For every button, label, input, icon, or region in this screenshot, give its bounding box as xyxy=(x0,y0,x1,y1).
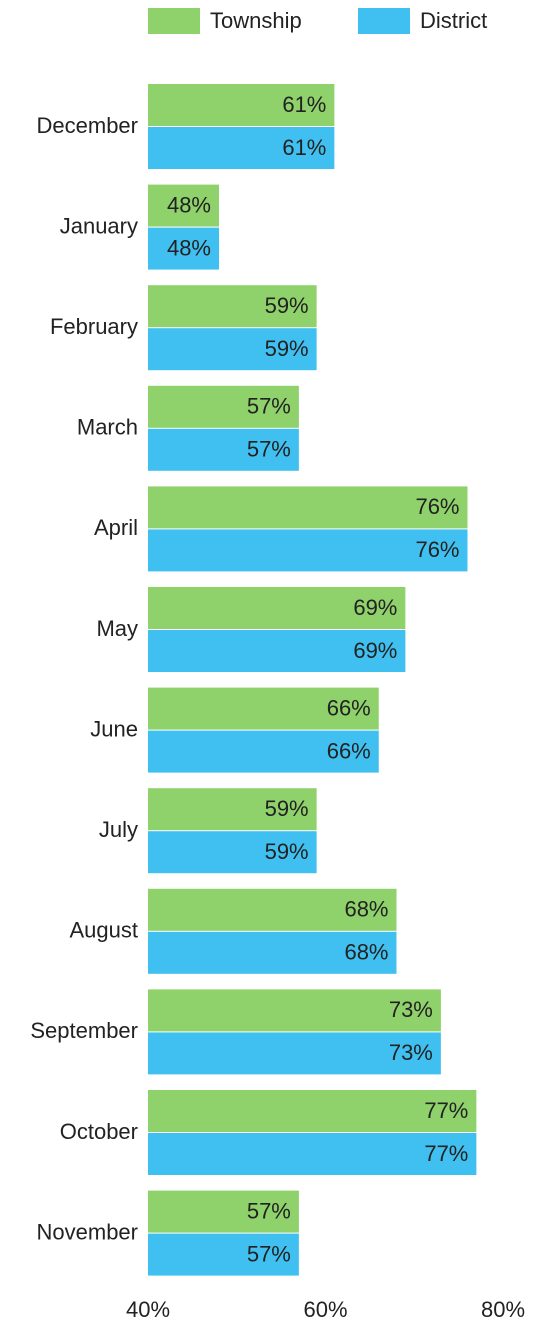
value-label: 57% xyxy=(247,437,291,462)
y-tick-label: May xyxy=(96,616,138,641)
y-tick-label: February xyxy=(50,314,138,339)
y-tick-label: December xyxy=(37,113,138,138)
bar xyxy=(148,486,468,529)
bar xyxy=(148,385,299,428)
value-label: 61% xyxy=(282,135,326,160)
bar xyxy=(148,529,468,572)
value-label: 57% xyxy=(247,1198,291,1223)
value-label: 59% xyxy=(265,839,309,864)
y-tick-label: March xyxy=(77,415,138,440)
value-label: 68% xyxy=(344,940,388,965)
value-label: 73% xyxy=(389,997,433,1022)
y-tick-label: July xyxy=(99,817,138,842)
x-tick-label: 60% xyxy=(303,1297,347,1322)
value-label: 59% xyxy=(265,796,309,821)
value-label: 59% xyxy=(265,336,309,361)
legend-swatch xyxy=(148,8,200,34)
value-label: 69% xyxy=(353,595,397,620)
bar xyxy=(148,285,317,328)
value-label: 48% xyxy=(167,235,211,260)
value-label: 66% xyxy=(327,738,371,763)
value-label: 66% xyxy=(327,695,371,720)
value-label: 68% xyxy=(344,897,388,922)
y-tick-label: September xyxy=(30,1018,138,1043)
value-label: 57% xyxy=(247,1241,291,1266)
legend-label: Township xyxy=(210,8,302,33)
x-tick-label: 80% xyxy=(481,1297,525,1322)
bar xyxy=(148,1190,299,1233)
y-tick-label: April xyxy=(94,515,138,540)
bar xyxy=(148,127,335,169)
bar xyxy=(148,1133,477,1175)
bar xyxy=(148,1090,477,1132)
bar xyxy=(148,587,406,629)
y-tick-label: June xyxy=(90,716,138,741)
bar xyxy=(148,831,317,874)
value-label: 61% xyxy=(282,92,326,117)
value-label: 73% xyxy=(389,1040,433,1065)
bar xyxy=(148,227,219,270)
bar xyxy=(148,730,379,773)
bar xyxy=(148,428,299,471)
value-label: 76% xyxy=(415,537,459,562)
bar xyxy=(148,328,317,371)
x-tick-label: 40% xyxy=(126,1297,170,1322)
bar xyxy=(148,788,317,831)
legend-swatch xyxy=(358,8,410,34)
value-label: 57% xyxy=(247,394,291,419)
bar xyxy=(148,84,335,126)
bar xyxy=(148,989,441,1032)
value-label: 77% xyxy=(424,1098,468,1123)
bar xyxy=(148,1233,299,1276)
value-label: 48% xyxy=(167,192,211,217)
bar xyxy=(148,184,219,227)
value-label: 59% xyxy=(265,293,309,318)
y-tick-label: January xyxy=(60,213,138,238)
y-tick-label: October xyxy=(60,1119,138,1144)
value-label: 76% xyxy=(415,494,459,519)
bar xyxy=(148,630,406,672)
bar xyxy=(148,931,397,974)
bar xyxy=(148,687,379,730)
bar xyxy=(148,888,397,931)
y-tick-label: August xyxy=(70,918,139,943)
bar xyxy=(148,1032,441,1075)
value-label: 77% xyxy=(424,1141,468,1166)
value-label: 69% xyxy=(353,638,397,663)
legend-label: District xyxy=(420,8,487,33)
y-tick-label: November xyxy=(37,1219,138,1244)
